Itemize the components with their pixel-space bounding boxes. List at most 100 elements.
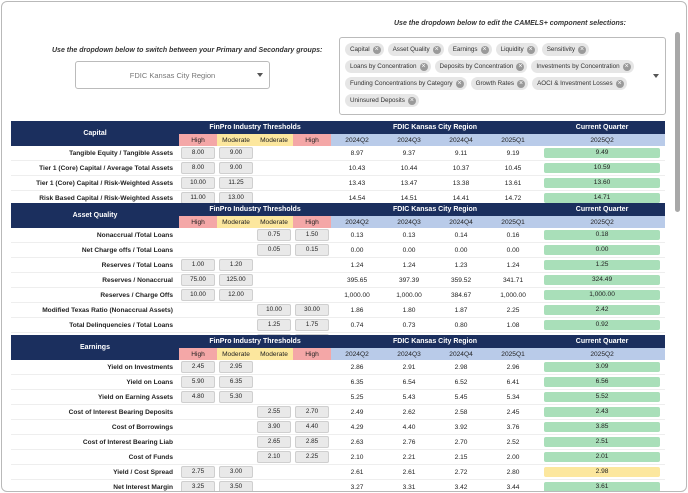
tag-label: Growth Rates [475, 80, 515, 87]
tag-remove[interactable]: × [419, 62, 428, 71]
threshold-value: 9.00 [219, 162, 253, 175]
threshold-cell [217, 303, 255, 319]
tag: Growth Rates × [470, 77, 529, 90]
tag: Uninsured Deposits × [345, 94, 419, 107]
threshold-cell: 11.25 [217, 176, 255, 192]
metric-row: Cost of Interest Bearing Deposits 2.55 2.7… [11, 405, 666, 421]
tag-remove[interactable]: × [622, 62, 631, 71]
quarter-value: 1.87 [435, 303, 488, 319]
current-value: 2.98 [544, 467, 661, 478]
threshold-level: High [293, 215, 332, 229]
tag-label: Sensitivity [546, 46, 576, 53]
threshold-cell: 10.00 [255, 303, 293, 319]
threshold-value: 12.00 [219, 289, 253, 302]
current-cell: 2.51 [539, 435, 666, 451]
quarter-header: 2025Q1 [487, 133, 540, 147]
quarter-value: 0.00 [331, 243, 384, 259]
current-value: 0.00 [544, 245, 661, 256]
tag-remove[interactable]: × [480, 45, 489, 54]
metric-row: Yield on Earning Assets 4.80 5.30 5.25 5.43 5… [11, 390, 666, 406]
threshold-cell [255, 390, 293, 406]
metric-row: Reserves / Charge Offs 10.00 12.00 1,000.00… [11, 288, 666, 304]
quarter-header: 2024Q2 [331, 215, 384, 229]
quarter-header: 2024Q2 [331, 347, 384, 361]
tag-remove[interactable]: × [615, 79, 624, 88]
threshold-value: 75.00 [181, 274, 215, 287]
quarter-header: 2024Q4 [435, 347, 488, 361]
threshold-cell: 30.00 [293, 303, 332, 319]
tag-remove[interactable]: × [516, 62, 525, 71]
current-cell: 3.85 [539, 420, 666, 436]
quarter-value: 5.34 [487, 390, 540, 406]
threshold-cell: 75.00 [179, 273, 217, 289]
current-header: Current Quarter [539, 203, 666, 216]
quarter-value: 1.24 [487, 258, 540, 274]
threshold-value: 11.25 [219, 177, 253, 190]
thresholds-header: FinPro Industry Thresholds [179, 121, 332, 134]
tag: Liquidity × [495, 43, 538, 56]
threshold-value: 4.40 [295, 421, 330, 434]
threshold-value: 0.05 [257, 244, 291, 257]
threshold-cell: 0.05 [255, 243, 293, 259]
threshold-cell [217, 405, 255, 421]
metric-row: Tangible Equity / Tangible Assets 8.00 9.0… [11, 146, 666, 162]
tag-remove[interactable]: × [432, 45, 441, 54]
threshold-cell: 2.95 [217, 360, 255, 376]
group-dropdown[interactable]: FDIC Kansas City Region [75, 61, 270, 89]
threshold-cell: 6.35 [217, 375, 255, 391]
threshold-value: 1.20 [219, 259, 253, 272]
threshold-level: Moderate [217, 133, 255, 147]
threshold-cell [293, 480, 331, 491]
metric-label: Net Charge offs / Total Loans [11, 243, 179, 259]
current-header: Current Quarter [539, 335, 666, 348]
tag-remove[interactable]: × [526, 45, 535, 54]
header-row: Capital FinPro Industry Thresholds FDIC Ka… [11, 121, 666, 147]
quarter-value: 10.43 [331, 161, 384, 177]
metric-label: Modified Texas Ratio (Nonaccrual Assets) [11, 303, 179, 319]
quarter-value: 2.52 [487, 435, 540, 451]
threshold-cell [293, 273, 332, 289]
scrollbar[interactable] [675, 32, 680, 212]
tag-remove[interactable]: × [372, 45, 381, 54]
tag-remove[interactable]: × [517, 79, 526, 88]
quarter-value: 0.14 [435, 228, 488, 244]
threshold-cell: 1.75 [293, 318, 332, 334]
metric-row: Yield on Investments 2.45 2.95 2.86 2.91 2.98… [11, 360, 666, 376]
threshold-cell [217, 228, 255, 244]
threshold-level: Moderate [255, 215, 293, 229]
current-cell: 5.52 [539, 390, 666, 406]
threshold-cell [293, 176, 332, 192]
threshold-level: Moderate [217, 215, 255, 229]
threshold-value: 3.50 [219, 481, 253, 491]
current-cell: 10.59 [539, 161, 666, 177]
current-cell: 9.49 [539, 146, 666, 162]
tag-remove[interactable]: × [578, 45, 587, 54]
threshold-cell [179, 435, 217, 451]
tag-label: Investments by Concentration [536, 63, 620, 70]
threshold-cell [179, 405, 217, 421]
current-value: 2.43 [544, 407, 661, 418]
tag-remove[interactable]: × [407, 96, 416, 105]
tag-label: Asset Quality [392, 46, 430, 53]
thresholds-header: FinPro Industry Thresholds [179, 203, 332, 216]
caret [653, 74, 659, 78]
threshold-value: 1.25 [257, 319, 291, 332]
current-value: 6.56 [544, 377, 661, 388]
current-value: 0.92 [544, 320, 661, 331]
quarter-value: 2.86 [331, 360, 384, 376]
threshold-cell [179, 228, 217, 244]
threshold-value: 2.65 [257, 436, 291, 449]
metric-label: Yield on Investments [11, 360, 179, 376]
current-cell: 324.49 [539, 273, 666, 289]
current-value: 3.61 [544, 482, 661, 491]
tag-label: AOCI & Investment Losses [537, 80, 613, 87]
threshold-cell [293, 465, 332, 481]
tag: Loans by Concentration × [345, 60, 431, 73]
threshold-cell: 2.65 [255, 435, 293, 451]
quarter-value: 8.97 [331, 146, 384, 162]
tag-remove[interactable]: × [455, 79, 464, 88]
component-multiselect[interactable]: Capital × Asset Quality × Earnings × Liquidity… [339, 37, 666, 115]
quarter-value: 2.61 [331, 465, 384, 481]
current-value: 13.60 [544, 178, 661, 189]
threshold-cell: 4.80 [179, 390, 217, 406]
